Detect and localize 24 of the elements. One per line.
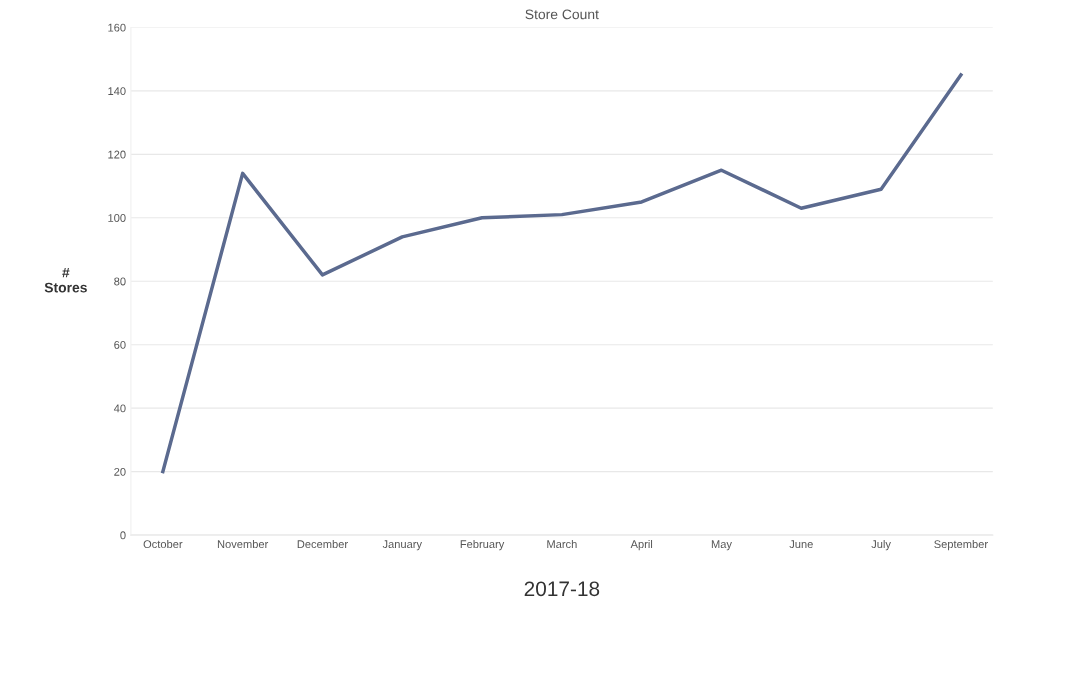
y-tick-label: 60: [114, 340, 126, 349]
y-tick-label: 140: [108, 87, 126, 96]
y-axis-title: # Stores: [44, 267, 87, 293]
x-tick-label: November: [217, 539, 269, 549]
x-tick-label: May: [711, 540, 732, 551]
x-axis-title: 2017-18: [524, 581, 600, 597]
x-tick-label: June: [789, 540, 813, 549]
chart-title: Store Count: [525, 9, 599, 20]
x-tick-label: January: [382, 540, 422, 551]
y-tick-label: 20: [114, 467, 126, 476]
line-series: [161, 73, 963, 474]
y-tick-label: 40: [113, 404, 126, 413]
x-tick-label: February: [460, 539, 505, 551]
y-tick-label: 0: [120, 531, 126, 540]
x-tick-label: March: [547, 539, 577, 549]
x-tick-label: September: [934, 539, 988, 551]
x-tick-label: October: [143, 539, 183, 549]
y-tick-label: 80: [114, 277, 126, 286]
x-tick-label: July: [871, 539, 891, 551]
y-tick-label: 100: [108, 214, 126, 222]
y-tick-label: 120: [108, 150, 126, 159]
x-tick-label: April: [630, 539, 653, 551]
x-tick-label: December: [297, 539, 348, 549]
y-tick-label: 160: [108, 23, 126, 32]
